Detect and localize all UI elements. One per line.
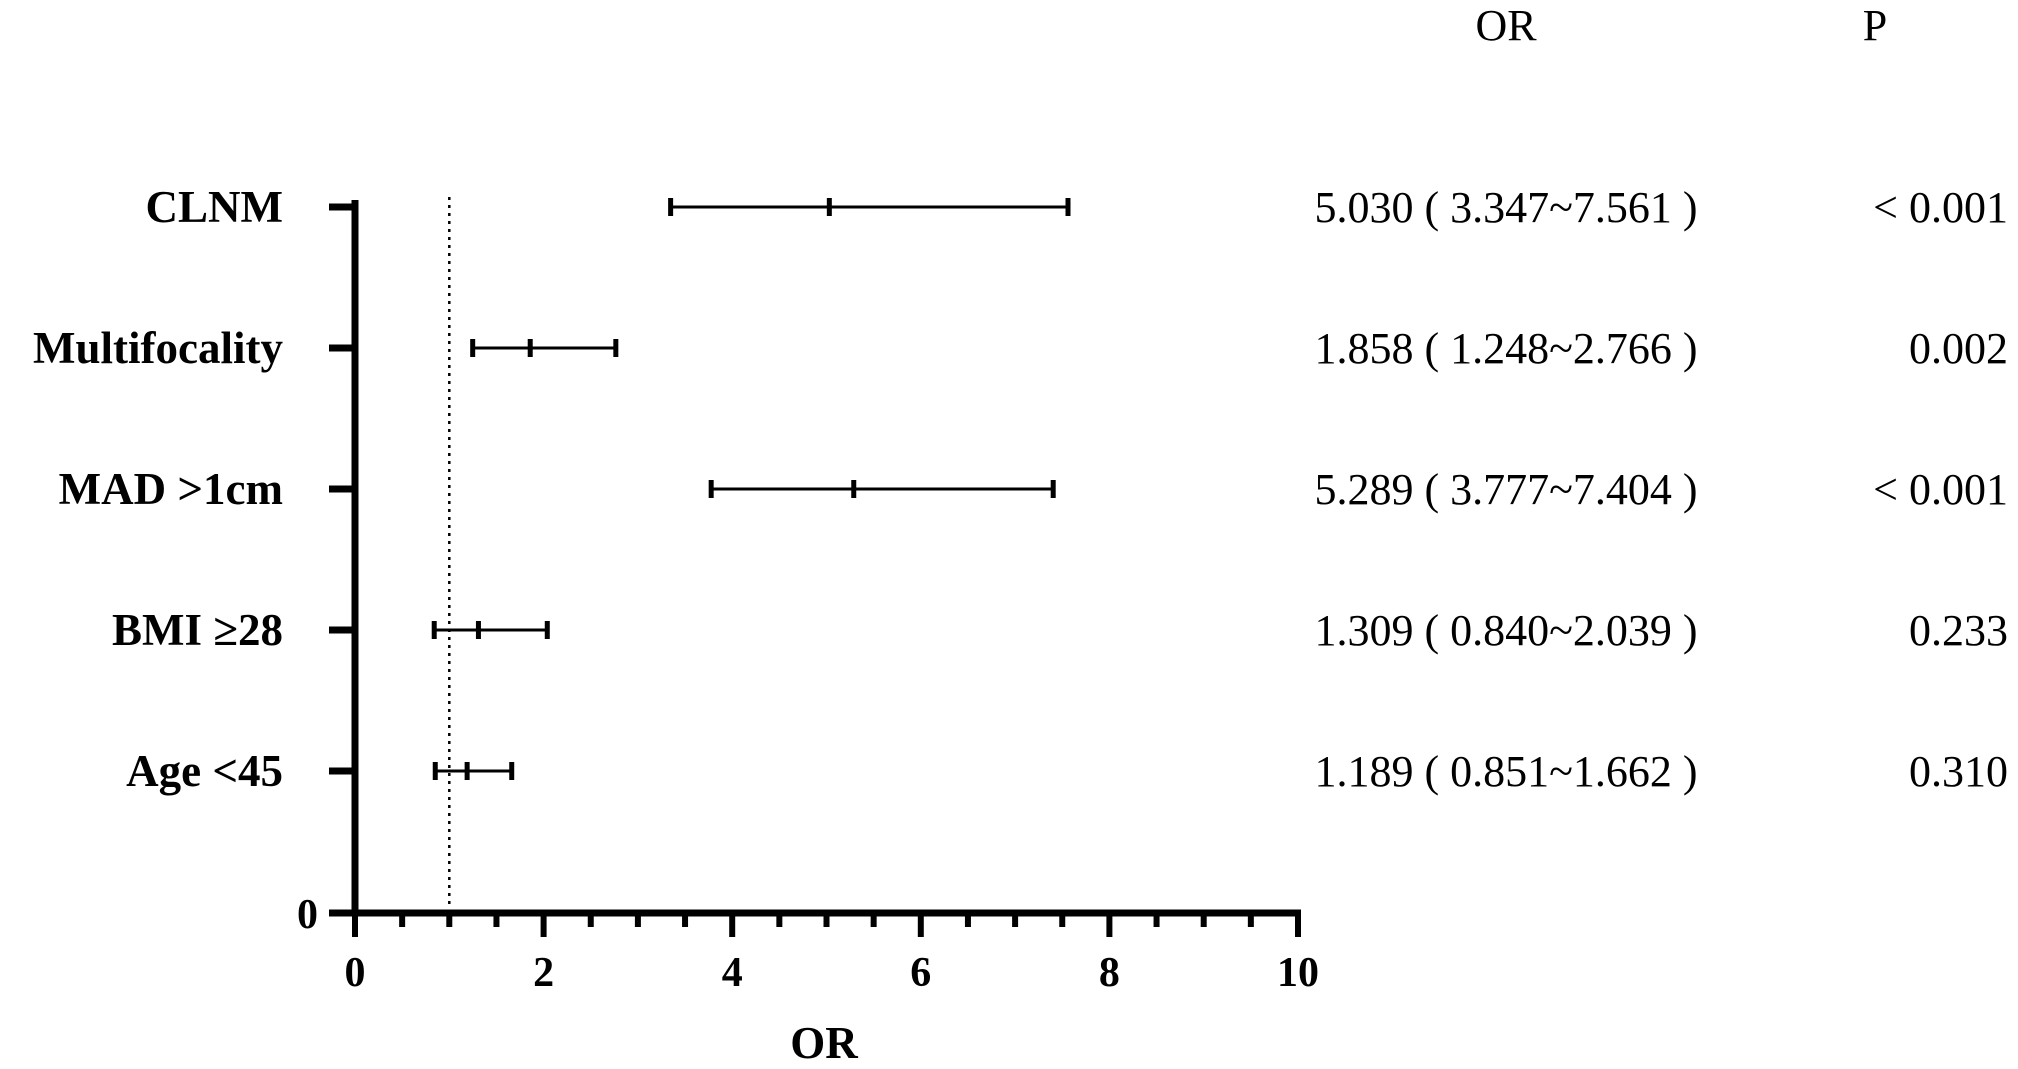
x-tick-label: 2 [533, 950, 554, 996]
x-tick-label: 8 [1099, 950, 1120, 996]
x-axis-title: OR [790, 1018, 858, 1068]
or-value-text: 1.858 ( 1.248~2.766 ) [1314, 324, 1697, 373]
or-value-text: 5.030 ( 3.347~7.561 ) [1314, 183, 1697, 232]
category-label: MAD >1cm [59, 464, 283, 514]
p-column-header: P [1863, 1, 1887, 50]
x-tick-label: 6 [910, 950, 931, 996]
forest-row: Multifocality 1.858 ( 1.248~2.766 ) 0.002 [33, 323, 2008, 373]
p-value-text: < 0.001 [1873, 183, 2008, 232]
category-label: Age <45 [126, 746, 283, 796]
category-label: CLNM [146, 182, 283, 232]
p-value-text: 0.002 [1909, 324, 2008, 373]
axes: 0 2 4 6 8 10 [329, 197, 1319, 996]
x-tick-label: 10 [1277, 950, 1319, 996]
forest-row: BMI ≥28 1.309 ( 0.840~2.039 ) 0.233 [112, 605, 2008, 655]
forest-rows: CLNM 5.030 ( 3.347~7.561 ) < 0.001 Multifoc… [33, 182, 2008, 796]
x-tick-label: 0 [345, 950, 366, 996]
category-label: BMI ≥28 [112, 605, 283, 655]
or-value-text: 1.189 ( 0.851~1.662 ) [1314, 747, 1697, 796]
x-tick-label: 4 [722, 950, 743, 996]
p-value-text: < 0.001 [1873, 465, 2008, 514]
or-column-header: OR [1475, 1, 1537, 50]
p-value-text: 0.233 [1909, 606, 2008, 655]
forest-row: MAD >1cm 5.289 ( 3.777~7.404 ) < 0.001 [59, 464, 2008, 514]
forest-row: CLNM 5.030 ( 3.347~7.561 ) < 0.001 [146, 182, 2008, 232]
or-value-text: 5.289 ( 3.777~7.404 ) [1314, 465, 1697, 514]
forest-row: Age <45 1.189 ( 0.851~1.662 ) 0.310 [126, 746, 2008, 796]
category-label: Multifocality [33, 323, 283, 373]
y-zero-label: 0 [297, 892, 318, 938]
p-value-text: 0.310 [1909, 747, 2008, 796]
or-value-text: 1.309 ( 0.840~2.039 ) [1314, 606, 1697, 655]
